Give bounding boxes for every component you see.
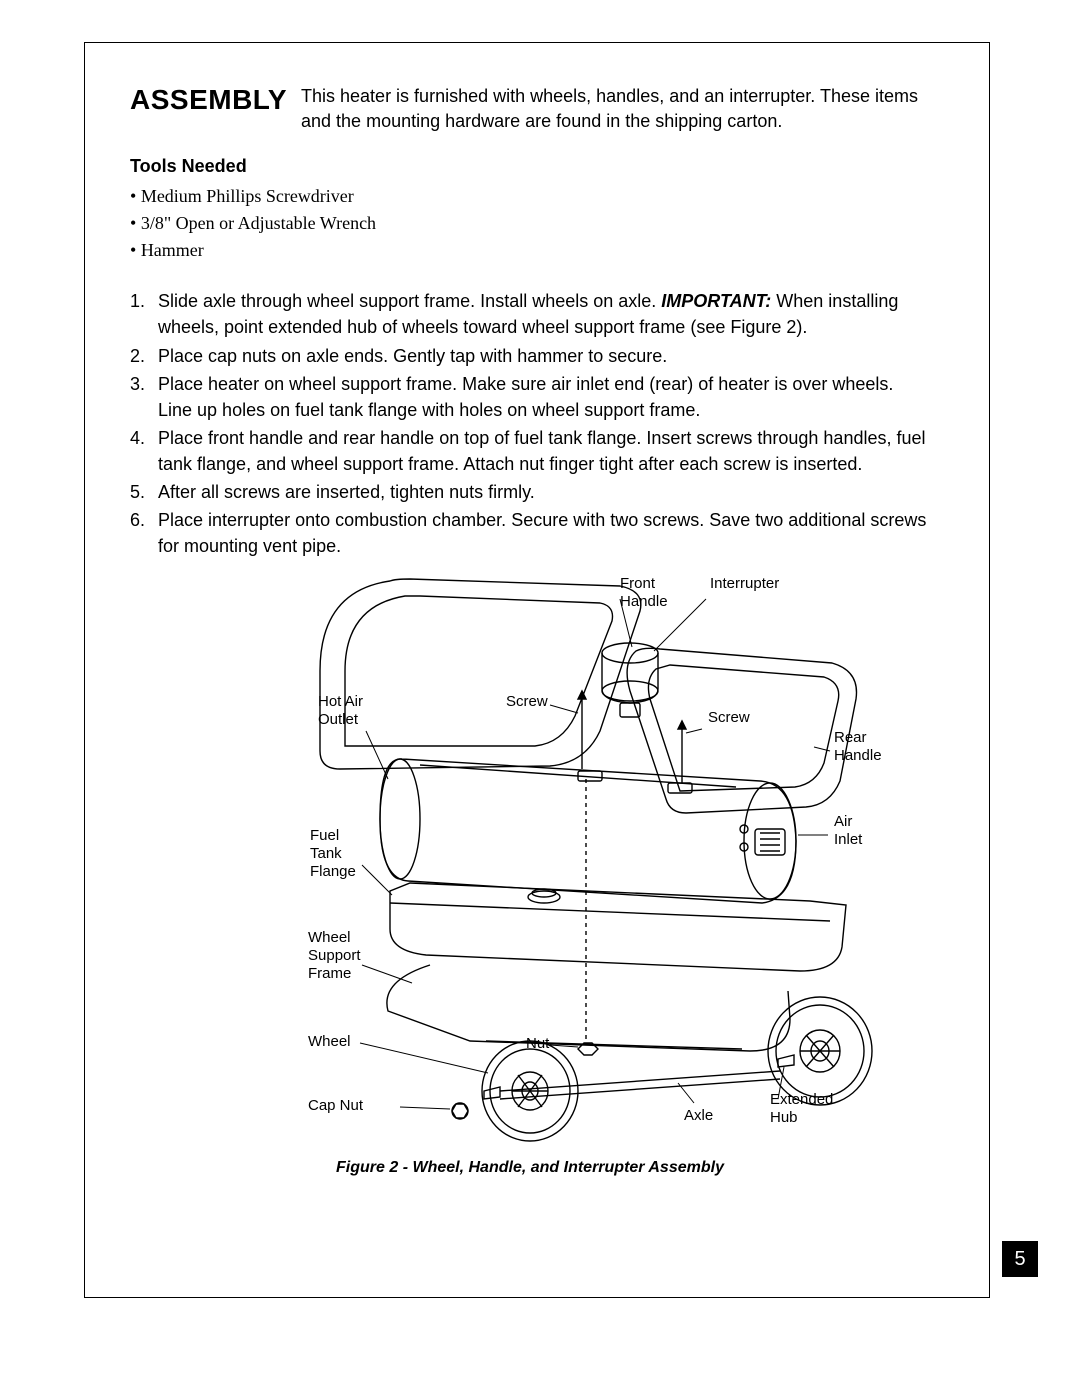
label-fuel-tank-flange: Fuel Tank Flange <box>310 827 356 881</box>
step-text: Place cap nuts on axle ends. Gently tap … <box>158 346 667 366</box>
step-item: Slide axle through wheel support frame. … <box>130 288 930 340</box>
step-item: Place front handle and rear handle on to… <box>130 425 930 477</box>
label-front-handle: Front Handle <box>620 575 668 611</box>
figure-area: Front Handle Interrupter Hot Air Outlet … <box>130 551 930 1151</box>
section-heading: ASSEMBLY <box>130 84 287 114</box>
label-interrupter: Interrupter <box>710 575 779 593</box>
label-hot-air-outlet: Hot Air Outlet <box>318 693 363 729</box>
label-air-inlet: Air Inlet <box>834 813 862 849</box>
label-screw-left: Screw <box>506 693 548 711</box>
label-cap-nut: Cap Nut <box>308 1097 363 1115</box>
label-extended-hub: Extended Hub <box>770 1091 833 1127</box>
figure-caption: Figure 2 - Wheel, Handle, and Interrupte… <box>130 1159 930 1177</box>
step-item: Place cap nuts on axle ends. Gently tap … <box>130 343 930 369</box>
important-label: IMPORTANT: <box>661 291 771 311</box>
assembly-steps: Slide axle through wheel support frame. … <box>130 288 930 559</box>
tools-heading: Tools Needed <box>130 156 930 177</box>
tool-item: Hammer <box>130 237 930 264</box>
assembly-diagram <box>130 551 930 1151</box>
step-text: Slide axle through wheel support frame. … <box>158 291 661 311</box>
label-screw-right: Screw <box>708 709 750 727</box>
label-rear-handle: Rear Handle <box>834 729 882 765</box>
label-wheel: Wheel <box>308 1033 351 1051</box>
step-text: Place interrupter onto combustion chambe… <box>158 510 926 556</box>
page-number: 5 <box>1002 1241 1038 1277</box>
step-text: Place heater on wheel support frame. Mak… <box>158 374 893 420</box>
tool-item: Medium Phillips Screwdriver <box>130 183 930 210</box>
step-text: After all screws are inserted, tighten n… <box>158 482 535 502</box>
label-axle: Axle <box>684 1107 713 1125</box>
label-wheel-support-frame: Wheel Support Frame <box>308 929 361 983</box>
page-content: ASSEMBLY This heater is furnished with w… <box>84 42 990 1219</box>
tool-item: 3/8" Open or Adjustable Wrench <box>130 210 930 237</box>
intro-row: ASSEMBLY This heater is furnished with w… <box>130 84 930 134</box>
label-nut: Nut <box>526 1035 549 1053</box>
step-item: Place heater on wheel support frame. Mak… <box>130 371 930 423</box>
step-text: Place front handle and rear handle on to… <box>158 428 926 474</box>
intro-paragraph: This heater is furnished with wheels, ha… <box>301 84 930 134</box>
tools-list: Medium Phillips Screwdriver 3/8" Open or… <box>130 183 930 264</box>
step-item: After all screws are inserted, tighten n… <box>130 479 930 505</box>
